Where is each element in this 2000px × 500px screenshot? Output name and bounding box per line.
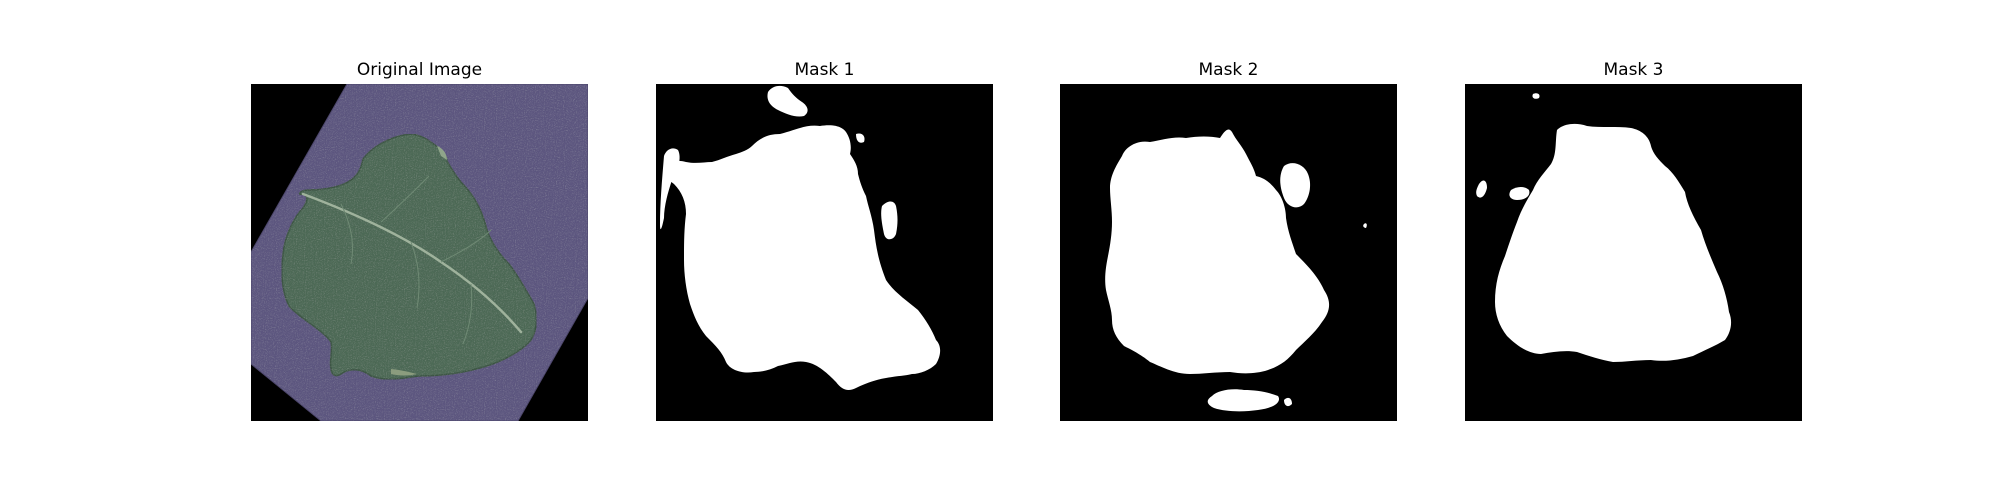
mask-region	[660, 85, 941, 390]
mask-image	[656, 84, 993, 421]
mask-image	[1465, 84, 1802, 421]
panel-mask-2: Mask 2	[1060, 0, 1397, 500]
panel-title: Mask 2	[1198, 60, 1259, 80]
panel-mask-3: Mask 3	[1465, 0, 1802, 500]
mask-image	[1060, 84, 1397, 421]
panel-title: Original Image	[356, 60, 483, 80]
mask-region	[1105, 129, 1367, 412]
panel-title: Mask 1	[794, 60, 855, 80]
panel-mask-1: Mask 1	[656, 0, 993, 500]
panel-title: Mask 3	[1603, 60, 1664, 80]
leaf	[281, 133, 538, 380]
original-image	[251, 84, 588, 421]
mask-region	[1476, 93, 1732, 362]
panel-original-image: Original Image	[251, 0, 588, 500]
